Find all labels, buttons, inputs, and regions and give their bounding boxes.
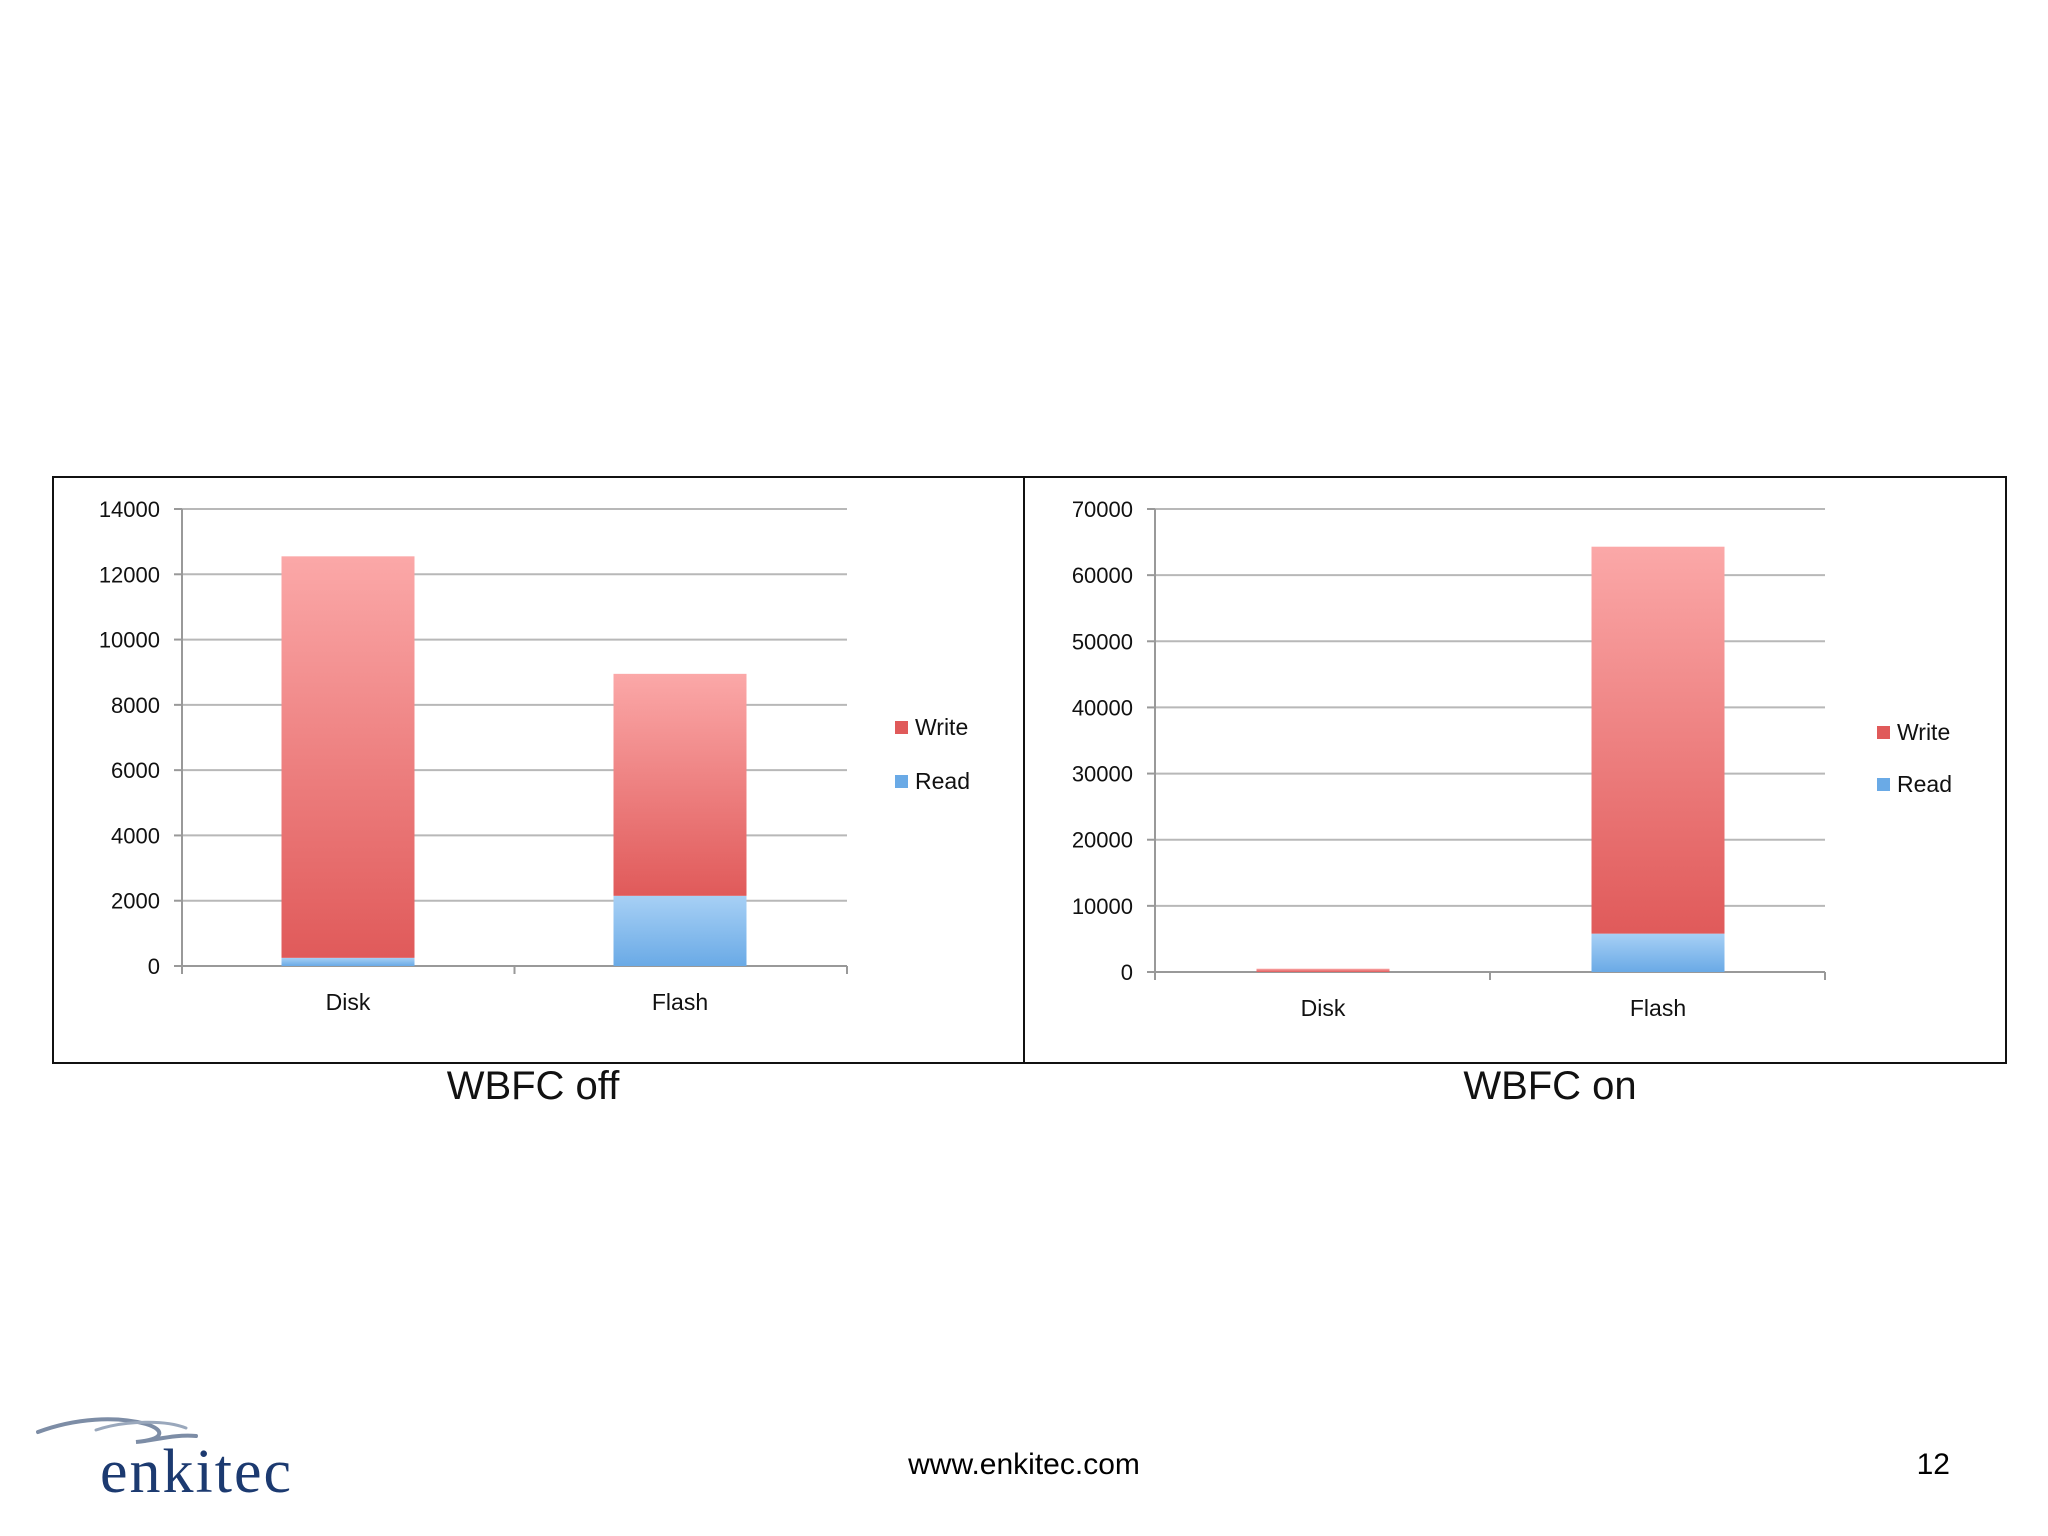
y-tick-label: 60000 [1072, 563, 1133, 588]
y-tick-label: 20000 [1072, 828, 1133, 853]
y-tick-label: 10000 [99, 628, 160, 653]
legend-swatch-read [895, 775, 908, 788]
y-tick-label: 4000 [111, 823, 160, 848]
legend-swatch-write [895, 721, 908, 734]
legend-label-write: Write [915, 714, 968, 740]
bar-read-flash [1591, 933, 1725, 972]
bar-write-disk [1256, 968, 1390, 972]
enkitec-logo: enkitec [100, 1438, 294, 1506]
legend-swatch-read [1877, 778, 1890, 791]
legend-label-write: Write [1897, 719, 1950, 745]
bar-write-disk [281, 556, 415, 958]
x-category-label: Flash [652, 989, 708, 1015]
y-tick-label: 0 [1121, 960, 1133, 985]
legend-label-read: Read [1897, 771, 1952, 797]
y-tick-label: 50000 [1072, 629, 1133, 654]
legend-swatch-write [1877, 726, 1890, 739]
enkitec-swoosh-icon [36, 1417, 198, 1444]
bar-write-flash [613, 673, 747, 896]
y-tick-label: 6000 [111, 758, 160, 783]
page-number: 12 [1916, 1448, 1950, 1481]
x-category-label: Disk [1301, 995, 1346, 1021]
chart-wbfc-off: 0 2000 4000 6000 8000 10000 12000 14000 Disk Flas… [99, 497, 970, 1015]
chart-caption-wbfc-off: WBFC off [446, 1064, 620, 1108]
legend-label-read: Read [915, 768, 970, 794]
y-tick-label: 40000 [1072, 695, 1133, 720]
bar-read-flash [613, 895, 747, 966]
bar-read-disk [281, 957, 415, 966]
y-tick-label: 30000 [1072, 762, 1133, 787]
y-tick-label: 10000 [1072, 894, 1133, 919]
frame-divider [1023, 476, 1025, 1064]
footer-url: www.enkitec.com [908, 1448, 1140, 1481]
y-tick-label: 12000 [99, 562, 160, 587]
y-tick-label: 70000 [1072, 497, 1133, 522]
bar-write-flash [1591, 546, 1725, 934]
chart-caption-wbfc-on: WBFC on [1463, 1064, 1637, 1108]
y-tick-label: 0 [148, 954, 160, 979]
x-category-label: Flash [1630, 995, 1686, 1021]
y-tick-label: 14000 [99, 497, 160, 522]
y-tick-label: 8000 [111, 693, 160, 718]
y-tick-label: 2000 [111, 889, 160, 914]
chart-wbfc-on: 0 10000 20000 30000 40000 50000 60000 70000 Disk… [1072, 497, 1952, 1021]
x-category-label: Disk [326, 989, 371, 1015]
